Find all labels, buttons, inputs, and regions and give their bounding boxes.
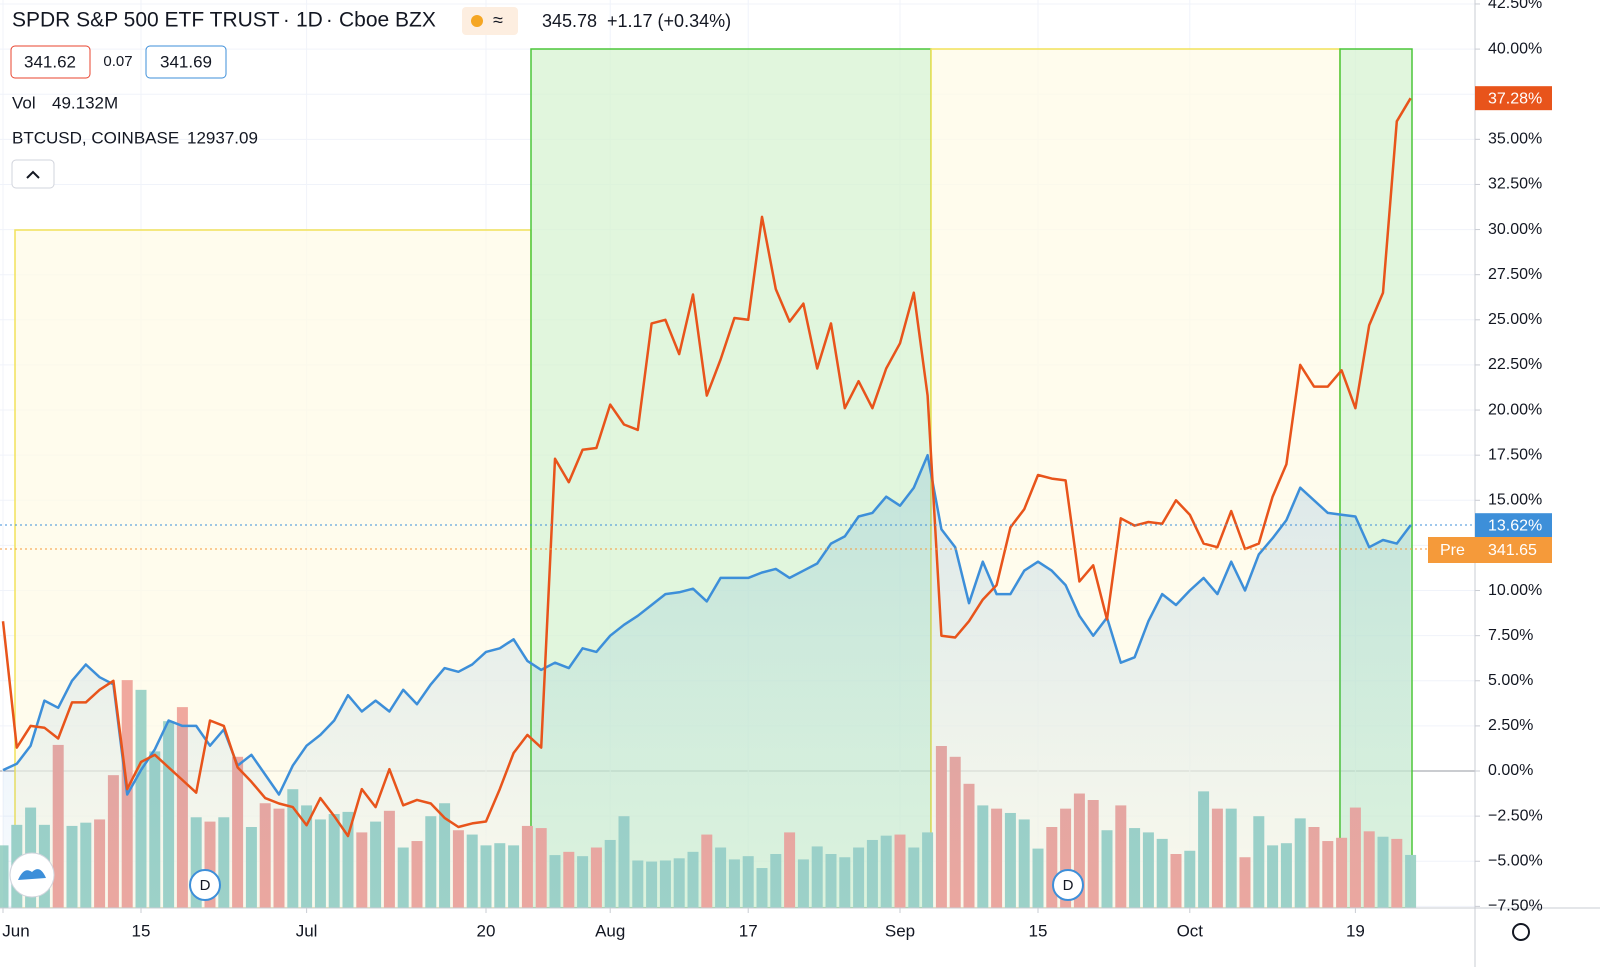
market-status[interactable]	[462, 7, 518, 35]
y-tick-label: 27.50%	[1488, 266, 1542, 283]
y-tick-label: 25.00%	[1488, 311, 1542, 328]
y-tick-label: 7.50%	[1488, 627, 1533, 644]
x-tick-label: Sep	[885, 921, 915, 940]
vol-value: 49.132M	[52, 93, 118, 112]
pre-badge	[1428, 537, 1552, 563]
y-tick-label: 42.50%	[1488, 0, 1542, 12]
y-tick-label: 20.00%	[1488, 401, 1542, 418]
x-tick-label: 20	[477, 921, 496, 940]
y-tick-label: 17.50%	[1488, 446, 1542, 463]
pre-label: Pre	[1440, 542, 1465, 559]
pre-value: 341.65	[1488, 542, 1537, 559]
buy-button[interactable]	[145, 45, 227, 79]
x-tick-label: Jun	[2, 921, 29, 940]
spread: 0.07	[103, 53, 132, 70]
approx-icon: ≈	[493, 10, 503, 30]
last-value-label: 13.62%	[1488, 517, 1542, 534]
bid: 341.62	[24, 52, 76, 71]
x-tick-label: Oct	[1177, 921, 1204, 940]
series	[1, 97, 1412, 908]
change: +1.17 (+0.34%)	[607, 11, 731, 31]
dividend-icon: D	[1063, 877, 1074, 894]
x-tick-label: 15	[132, 921, 151, 940]
y-tick-label: 10.00%	[1488, 582, 1542, 599]
last-value-badge	[1475, 513, 1552, 538]
time-axis[interactable]	[0, 908, 1475, 967]
vol-label: Vol	[12, 93, 36, 112]
last-value-label: 37.28%	[1488, 90, 1542, 107]
y-tick-label: 32.50%	[1488, 176, 1542, 193]
y-tick-label: 40.00%	[1488, 40, 1542, 57]
dividend-marker[interactable]	[189, 869, 221, 901]
dividend-icon: D	[200, 877, 211, 894]
y-tick-label: 30.00%	[1488, 221, 1542, 238]
symbol-title: SPDR S&P 500 ETF TRUST	[12, 9, 280, 32]
y-tick-label: 2.50%	[1488, 717, 1533, 734]
interval: 1D	[296, 9, 323, 32]
y-tick-label: 15.00%	[1488, 492, 1542, 509]
last-value-badge	[1475, 86, 1552, 111]
y-tick-label: 35.00%	[1488, 131, 1542, 148]
line	[1, 97, 1412, 838]
y-tick-label: 5.00%	[1488, 672, 1533, 689]
compare-value: 12937.09	[187, 128, 258, 147]
last-price: 345.78	[542, 11, 597, 31]
x-tick-label: 17	[739, 921, 758, 940]
chevron-icon	[26, 170, 40, 179]
dividend-marker[interactable]	[1052, 869, 1084, 901]
y-tick-label: −5.00%	[1488, 852, 1543, 869]
x-tick-label: 15	[1029, 921, 1048, 940]
logo-icon	[18, 869, 46, 880]
y-tick-label: −7.50%	[1488, 898, 1543, 915]
ask: 341.69	[160, 52, 212, 71]
area	[3, 455, 1411, 908]
collapse-button[interactable]	[11, 159, 55, 189]
x-tick-label: 19	[1346, 921, 1365, 940]
separator: ·	[326, 9, 333, 31]
sell-button[interactable]	[10, 45, 91, 79]
separator: ·	[283, 9, 290, 31]
y-tick-label: 22.50%	[1488, 356, 1542, 373]
y-tick-label: −2.50%	[1488, 807, 1543, 824]
price-axis[interactable]	[1475, 0, 1600, 967]
compare-symbol: BTCUSD, COINBASE	[12, 128, 179, 147]
x-tick-label: Jul	[296, 921, 318, 940]
settings-button[interactable]	[1512, 923, 1530, 941]
sun-icon	[471, 15, 483, 27]
exchange: Cboe BZX	[339, 9, 436, 32]
x-tick-label: Aug	[595, 921, 625, 940]
badges: 13.62% 37.28%	[1475, 86, 1552, 538]
y-tick-label: 0.00%	[1488, 762, 1533, 779]
